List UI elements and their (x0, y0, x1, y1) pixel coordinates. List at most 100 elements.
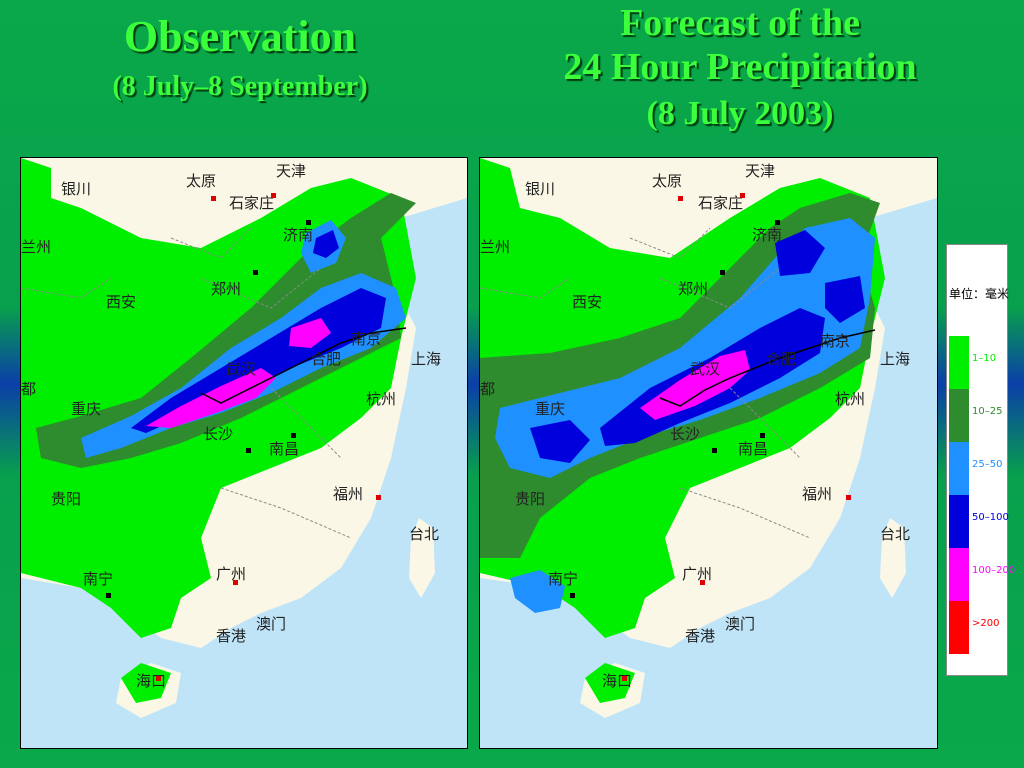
city-shijiazhuang: 石家庄 (698, 194, 744, 212)
city-yinchuan: 银川 (525, 180, 556, 198)
city-nanning: 南宁 (83, 570, 114, 588)
legend-swatch-3 (949, 442, 969, 495)
city-marker (233, 580, 238, 585)
rain-100-200 (640, 350, 750, 420)
city-nanning: 南宁 (548, 570, 579, 588)
city-xianggang: 香港 (685, 627, 716, 645)
city-marker (622, 676, 627, 681)
observation-map: 银川 太原 天津 石家庄 兰州 济南 西安 郑州 南京 合肥 武汉 上海 都 重… (20, 157, 468, 749)
city-marker (253, 270, 258, 275)
rain-50-100-north (313, 230, 339, 258)
city-shanghai: 上海 (411, 350, 442, 368)
city-guiyang: 贵阳 (515, 490, 546, 508)
legend-swatch-6 (949, 601, 969, 654)
city-marker (271, 193, 276, 198)
city-xian: 西安 (572, 293, 603, 311)
city-tianjin: 天津 (745, 162, 776, 180)
observation-title: Observation (123, 12, 357, 61)
yangtze-river (200, 327, 407, 404)
legend-label-5: 100–200 (972, 565, 1016, 576)
province-borders (21, 227, 352, 539)
rain-25-50-south (510, 570, 565, 613)
city-haikou: 海口 (602, 672, 633, 690)
city-aomen: 澳门 (256, 615, 287, 633)
city-marker (775, 220, 780, 225)
legend-label-3: 25–50 (972, 459, 1003, 470)
city-fuzhou: 福州 (802, 485, 833, 503)
city-taibei: 台北 (409, 525, 440, 543)
city-nanchang: 南昌 (269, 440, 300, 458)
city-nanchang: 南昌 (738, 440, 769, 458)
observation-subtitle: (8 July–8 September) (112, 71, 368, 102)
city-hangzhou: 杭州 (366, 390, 397, 408)
city-taiyuan: 太原 (186, 172, 217, 190)
city-jinan: 济南 (283, 226, 314, 244)
city-tianjin: 天津 (276, 162, 307, 180)
forecast-title-line3: (8 July 2003) (646, 95, 834, 132)
rain-50-100 (530, 230, 865, 463)
city-marker (306, 220, 311, 225)
city-shanghai: 上海 (880, 350, 911, 368)
city-marker (291, 433, 296, 438)
province-borders (480, 227, 811, 539)
city-guiyang: 贵阳 (51, 490, 82, 508)
city-taiyuan: 太原 (652, 172, 683, 190)
city-lanzhou: 兰州 (480, 238, 511, 256)
city-haikou: 海口 (136, 672, 167, 690)
city-marker (106, 593, 111, 598)
city-changsha: 长沙 (670, 425, 701, 443)
city-hefei: 合肥 (311, 350, 342, 368)
city-marker (700, 580, 705, 585)
precipitation-legend: 单位：毫米 1–10 10–25 25–50 50–100 100–200 >2… (946, 244, 1015, 676)
legend-label-6: >200 (972, 618, 1000, 629)
city-lanzhou: 兰州 (21, 238, 52, 256)
city-nanjing: 南京 (820, 332, 851, 350)
city-hefei: 合肥 (766, 350, 797, 368)
city-marker (156, 676, 161, 681)
city-shijiazhuang: 石家庄 (229, 194, 275, 212)
city-chengdu: 都 (21, 380, 37, 398)
city-chengdu: 都 (480, 380, 496, 398)
city-marker (678, 196, 683, 201)
legend-label-4: 50–100 (972, 512, 1009, 523)
legend-swatch-1 (949, 336, 969, 389)
legend-swatch-2 (949, 389, 969, 442)
taiwan-island (409, 518, 435, 598)
city-marker (246, 448, 251, 453)
rain-25-50 (495, 218, 875, 478)
forecast-title-line1: Forecast of the (620, 2, 860, 44)
city-jinan: 济南 (752, 226, 783, 244)
legend-title: 单位：毫米 (949, 287, 1010, 301)
city-nanjing: 南京 (351, 330, 382, 348)
city-aomen: 澳门 (725, 615, 756, 633)
city-marker (740, 193, 745, 198)
city-hangzhou: 杭州 (835, 390, 866, 408)
rain-1-10-hainan (585, 663, 635, 703)
legend-label-2: 10–25 (972, 406, 1003, 417)
city-wuhan: 武汉 (690, 360, 721, 378)
legend-label-1: 1–10 (972, 353, 997, 364)
city-chongqing: 重庆 (71, 400, 102, 418)
forecast-map: 银川 太原 天津 石家庄 兰州 济南 西安 郑州 南京 合肥 武汉 上海 都 重… (479, 157, 938, 749)
city-changsha: 长沙 (203, 425, 234, 443)
city-marker (760, 433, 765, 438)
rain-1-10-hainan (121, 663, 171, 703)
city-xianggang: 香港 (216, 627, 247, 645)
rain-100-200-east (289, 318, 331, 348)
city-marker (376, 495, 381, 500)
city-marker (570, 593, 575, 598)
city-wuhan: 武汉 (226, 360, 257, 378)
city-chongqing: 重庆 (535, 400, 566, 418)
city-zhengzhou: 郑州 (678, 280, 709, 298)
taiwan-island (880, 518, 906, 598)
legend-swatch-4 (949, 495, 969, 548)
city-guangzhou: 广州 (216, 565, 247, 583)
city-taibei: 台北 (880, 525, 911, 543)
city-yinchuan: 银川 (61, 180, 92, 198)
observation-map-canvas (21, 158, 467, 718)
city-guangzhou: 广州 (682, 565, 713, 583)
city-marker (712, 448, 717, 453)
legend-swatch-5 (949, 548, 969, 601)
forecast-title-line2: 24 Hour Precipitation (563, 46, 917, 88)
city-marker (720, 270, 725, 275)
